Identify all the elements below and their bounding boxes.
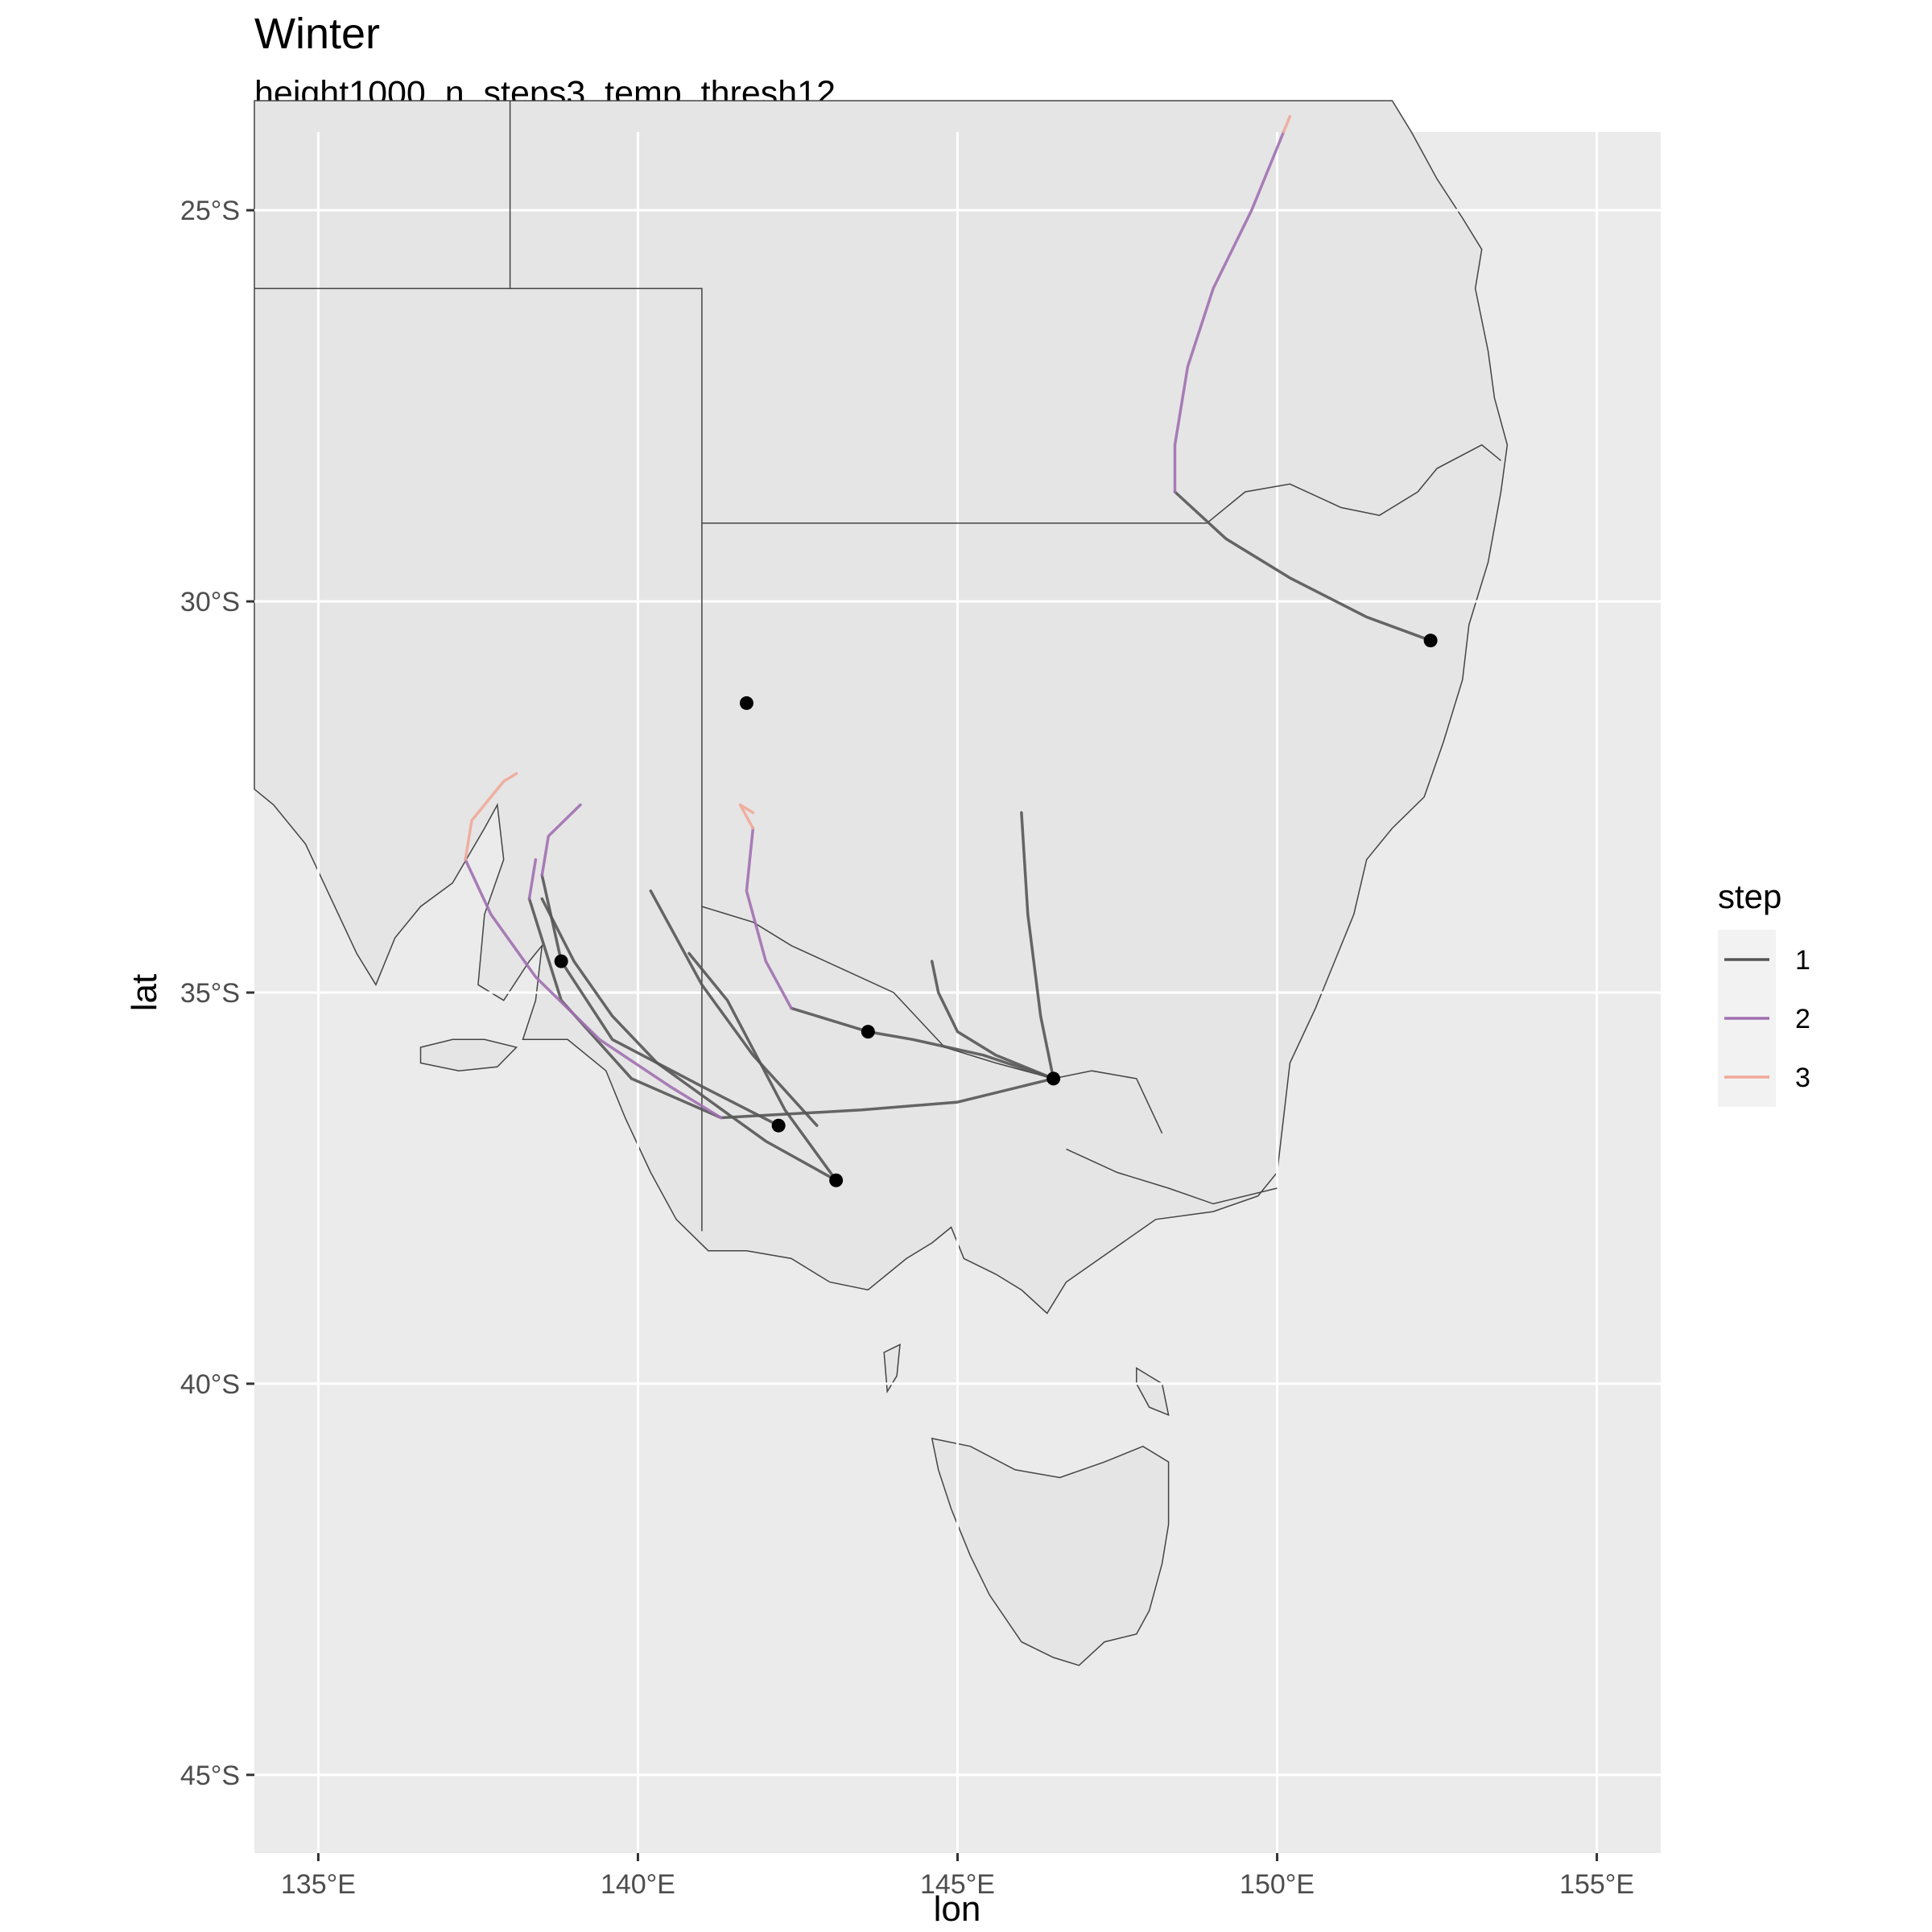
- trajectory-start-points: [554, 634, 1438, 1187]
- y-axis: 25°S 30°S 35°S 40°S 45°S: [180, 196, 254, 1791]
- trajectory-start-point: [1423, 634, 1438, 648]
- state-boundary: [1066, 1148, 1278, 1205]
- trajectories: [464, 114, 1432, 1182]
- x-axis: 135°E 140°E 145°E 150°E 155°E: [281, 1853, 1634, 1900]
- trajectory-step-1: [540, 873, 780, 1127]
- x-tick-label: 155°E: [1559, 1869, 1634, 1900]
- legend: step 1 2 3: [1718, 877, 1810, 1107]
- trajectory-start-point: [554, 954, 568, 968]
- trajectory-start-point: [829, 1173, 844, 1187]
- flinders-island: [1136, 1367, 1170, 1417]
- trajectory-start-point: [1046, 1071, 1061, 1086]
- y-tick-label: 30°S: [180, 587, 240, 617]
- x-tick-label: 150°E: [1240, 1869, 1315, 1900]
- x-axis-title: lon: [934, 1889, 981, 1929]
- state-boundary: [1206, 444, 1501, 524]
- trajectory-start-point: [861, 1025, 875, 1039]
- chart-title: Winter: [254, 10, 380, 58]
- plot-panel: [254, 100, 1661, 1853]
- y-axis-title: lat: [125, 974, 164, 1011]
- y-tick-label: 45°S: [180, 1761, 240, 1791]
- legend-label-step-3: 3: [1795, 1063, 1810, 1093]
- legend-label-step-2: 2: [1795, 1004, 1810, 1034]
- x-tick-label: 140°E: [601, 1869, 675, 1900]
- gridlines: [254, 132, 1661, 1853]
- x-tick-label: 135°E: [281, 1869, 356, 1900]
- trajectory-step-3: [1282, 114, 1292, 134]
- trajectory-step-2: [1173, 130, 1286, 493]
- tasmania: [931, 1437, 1170, 1666]
- trajectory-step-1: [1020, 811, 1055, 1080]
- trajectory-start-point: [771, 1118, 786, 1133]
- legend-title: step: [1718, 877, 1781, 915]
- trajectory-step-3: [738, 803, 755, 830]
- king-island: [883, 1344, 901, 1393]
- trajectory-step-2: [745, 827, 793, 1010]
- trajectory-step-2: [527, 858, 538, 901]
- trajectory-step-3: [464, 772, 518, 861]
- y-tick-label: 25°S: [180, 196, 240, 226]
- y-tick-label: 40°S: [180, 1369, 240, 1400]
- state-boundary: [254, 287, 703, 1232]
- trajectory-step-2: [540, 803, 582, 877]
- trajectory-step-1: [540, 897, 838, 1182]
- trajectory-step-1: [930, 960, 1055, 1080]
- y-tick-label: 35°S: [180, 978, 240, 1009]
- legend-label-step-1: 1: [1795, 945, 1810, 976]
- trajectory-step-1: [649, 889, 819, 1127]
- trajectory-step-1: [687, 952, 838, 1182]
- x-tick-label: 145°E: [920, 1869, 995, 1900]
- trajectory-step-2: [464, 858, 723, 1120]
- legend-items: 1 2 3: [1724, 945, 1810, 1093]
- trajectory-step-1: [1173, 490, 1432, 642]
- kangaroo-island: [419, 1038, 518, 1071]
- trajectory-step-1: [790, 1006, 1055, 1080]
- trajectory-start-point: [739, 696, 753, 710]
